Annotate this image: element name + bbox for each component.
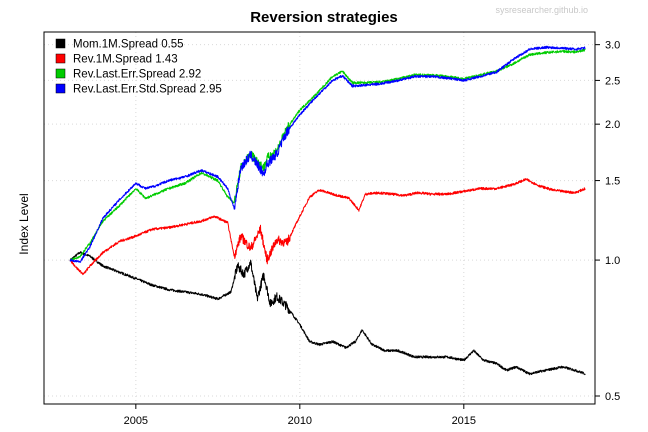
- legend-swatch: [55, 53, 66, 64]
- series-line-1: [69, 251, 586, 376]
- y-tick-label: 3.0: [605, 40, 620, 52]
- y-tick-label: 1.0: [605, 255, 620, 267]
- x-tick-label: 2010: [288, 415, 312, 427]
- series-line-3: [69, 48, 586, 261]
- legend-swatch: [55, 38, 66, 49]
- legend-swatch: [55, 83, 66, 94]
- series-line-4: [69, 45, 586, 263]
- legend-label: Rev.Last.Err.Spread 2.92: [73, 69, 201, 81]
- y-axis-title: Index Level: [17, 193, 31, 254]
- legend-label: Rev.Last.Err.Std.Spread 2.95: [73, 84, 222, 96]
- y-tick-label: 2.0: [605, 119, 620, 131]
- x-axis: 2005 2010 2015: [124, 404, 476, 427]
- x-tick-label: 2015: [452, 415, 476, 427]
- y-tick-label: 0.5: [605, 391, 620, 403]
- x-tick-label: 2005: [124, 415, 148, 427]
- legend: Mom.1M.Spread 0.55 Rev.1M.Spread 1.43 Rev.…: [55, 38, 222, 96]
- series-layer: [69, 45, 586, 376]
- legend-swatch: [55, 68, 66, 79]
- plot-frame: [43, 31, 596, 405]
- series-line-2: [69, 178, 586, 276]
- credit-text: sysresearcher.github.io: [495, 5, 588, 15]
- chart-title: Reversion strategies: [250, 9, 398, 26]
- y-tick-label: 1.5: [605, 176, 620, 188]
- legend-label: Mom.1M.Spread 0.55: [73, 39, 184, 51]
- legend-label: Rev.1M.Spread 1.43: [73, 54, 178, 66]
- y-axis: 0.5 1.0 1.5 2.0 2.5 3.0: [595, 40, 620, 403]
- y-tick-label: 2.5: [605, 75, 620, 87]
